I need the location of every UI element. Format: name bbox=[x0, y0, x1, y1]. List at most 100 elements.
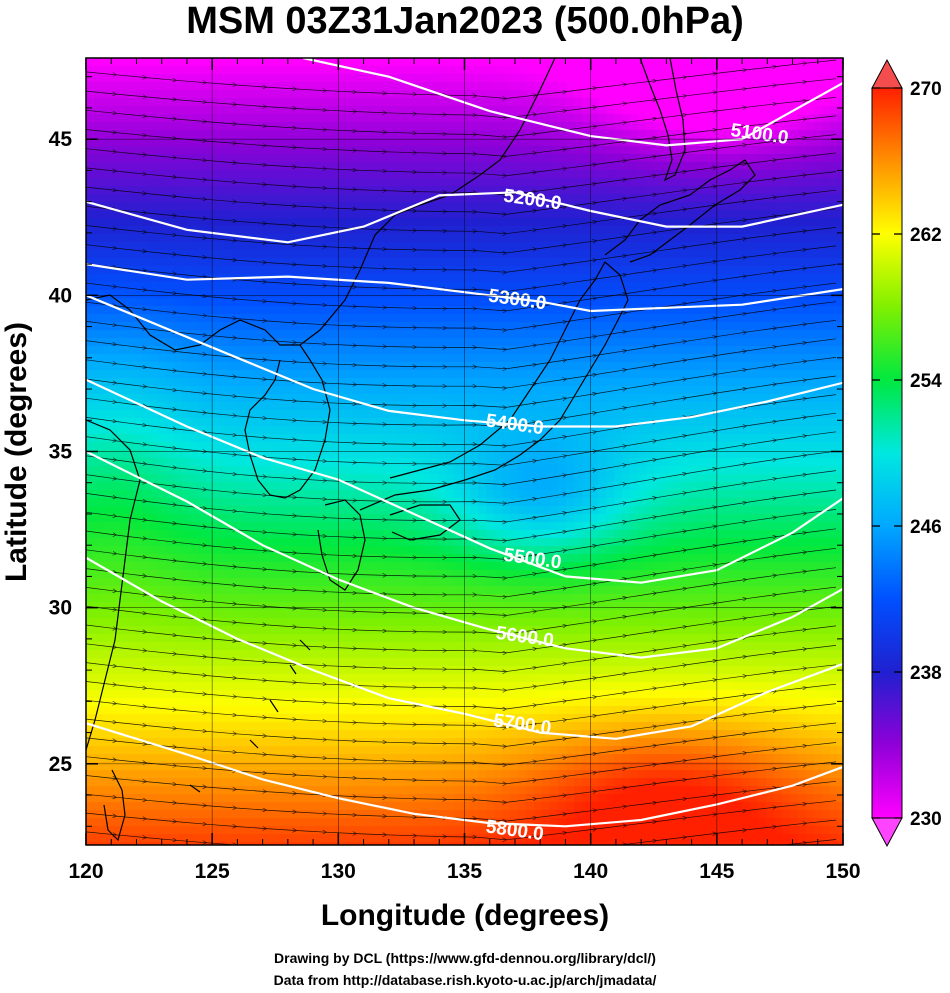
heatmap-cell bbox=[390, 186, 399, 195]
heatmap-cell bbox=[350, 58, 359, 67]
heatmap-cell bbox=[134, 218, 143, 227]
heatmap-cell bbox=[542, 386, 551, 395]
heatmap-cell bbox=[174, 338, 183, 347]
heatmap-cell bbox=[542, 226, 551, 235]
heatmap-cell bbox=[326, 458, 335, 467]
heatmap-cell bbox=[286, 394, 295, 403]
heatmap-cell bbox=[534, 314, 543, 323]
heatmap-cell bbox=[278, 58, 287, 67]
heatmap-cell bbox=[262, 266, 271, 275]
heatmap-cell bbox=[270, 82, 279, 91]
heatmap-cell bbox=[446, 58, 455, 67]
heatmap-cell bbox=[662, 354, 671, 363]
heatmap-cell bbox=[758, 362, 767, 371]
heatmap-cell bbox=[238, 386, 247, 395]
heatmap-cell bbox=[446, 234, 455, 243]
heatmap-cell bbox=[358, 154, 367, 163]
heatmap-cell bbox=[830, 282, 839, 291]
heatmap-cell bbox=[374, 338, 383, 347]
heatmap-cell bbox=[166, 242, 175, 251]
heatmap-cell bbox=[558, 218, 567, 227]
heatmap-cell bbox=[782, 218, 791, 227]
heatmap-cell bbox=[486, 66, 495, 75]
heatmap-cell bbox=[470, 242, 479, 251]
heatmap-cell bbox=[830, 434, 839, 443]
heatmap-cell bbox=[134, 370, 143, 379]
heatmap-cell bbox=[638, 410, 647, 419]
heatmap-cell bbox=[582, 226, 591, 235]
heatmap-cell bbox=[390, 250, 399, 259]
heatmap-cell bbox=[254, 402, 263, 411]
heatmap-cell bbox=[830, 442, 839, 451]
heatmap-cell bbox=[694, 418, 703, 427]
heatmap-cell bbox=[110, 250, 119, 259]
heatmap-cell bbox=[710, 466, 719, 475]
heatmap-cell bbox=[526, 370, 535, 379]
heatmap-cell bbox=[814, 98, 823, 107]
heatmap-cell bbox=[366, 154, 375, 163]
heatmap-cell bbox=[422, 106, 431, 115]
heatmap-cell bbox=[822, 234, 831, 243]
heatmap-cell bbox=[182, 458, 191, 467]
heatmap-cell bbox=[422, 178, 431, 187]
heatmap-cell bbox=[678, 274, 687, 283]
heatmap-cell bbox=[94, 346, 103, 355]
heatmap-cell bbox=[702, 314, 711, 323]
heatmap-cell bbox=[390, 162, 399, 171]
heatmap-cell bbox=[118, 58, 127, 67]
heatmap-cell bbox=[246, 306, 255, 315]
heatmap-cell bbox=[302, 410, 311, 419]
heatmap-cell bbox=[822, 386, 831, 395]
heatmap-cell bbox=[118, 178, 127, 187]
heatmap-cell bbox=[566, 258, 575, 267]
heatmap-cell bbox=[774, 226, 783, 235]
heatmap-cell bbox=[710, 98, 719, 107]
heatmap-cell bbox=[198, 378, 207, 387]
heatmap-cell bbox=[238, 418, 247, 427]
heatmap-cell bbox=[246, 130, 255, 139]
heatmap-cell bbox=[806, 298, 815, 307]
heatmap-cell bbox=[230, 130, 239, 139]
heatmap-cell bbox=[758, 354, 767, 363]
heatmap-cell bbox=[718, 370, 727, 379]
heatmap-cell bbox=[342, 178, 351, 187]
heatmap-cell bbox=[198, 346, 207, 355]
heatmap-cell bbox=[430, 202, 439, 211]
heatmap-cell bbox=[278, 266, 287, 275]
heatmap-cell bbox=[510, 458, 519, 467]
heatmap-cell bbox=[222, 250, 231, 259]
heatmap-cell bbox=[182, 194, 191, 203]
heatmap-cell bbox=[150, 66, 159, 75]
heatmap-cell bbox=[638, 186, 647, 195]
heatmap-cell bbox=[270, 146, 279, 155]
heatmap-cell bbox=[558, 98, 567, 107]
heatmap-cell bbox=[358, 466, 367, 475]
heatmap-cell bbox=[382, 322, 391, 331]
heatmap-cell bbox=[654, 314, 663, 323]
heatmap-cell bbox=[206, 186, 215, 195]
heatmap-cell bbox=[798, 466, 807, 475]
heatmap-cell bbox=[438, 466, 447, 475]
heatmap-cell bbox=[190, 82, 199, 91]
heatmap-cell bbox=[702, 370, 711, 379]
heatmap-cell bbox=[838, 370, 843, 379]
heatmap-cell bbox=[582, 418, 591, 427]
heatmap-cell bbox=[374, 426, 383, 435]
heatmap-cell bbox=[718, 130, 727, 139]
heatmap-cell bbox=[270, 218, 279, 227]
heatmap-cell bbox=[374, 330, 383, 339]
heatmap-cell bbox=[270, 154, 279, 163]
heatmap-cell bbox=[366, 114, 375, 123]
heatmap-cell bbox=[270, 274, 279, 283]
heatmap-cell bbox=[118, 122, 127, 131]
heatmap-cell bbox=[630, 274, 639, 283]
heatmap-cell bbox=[630, 186, 639, 195]
heatmap-cell bbox=[326, 178, 335, 187]
heatmap-cell bbox=[214, 474, 223, 483]
heatmap-cell bbox=[614, 226, 623, 235]
heatmap-cell bbox=[302, 362, 311, 371]
heatmap-cell bbox=[246, 146, 255, 155]
heatmap-cell bbox=[150, 426, 159, 435]
heatmap-cell bbox=[110, 74, 119, 83]
